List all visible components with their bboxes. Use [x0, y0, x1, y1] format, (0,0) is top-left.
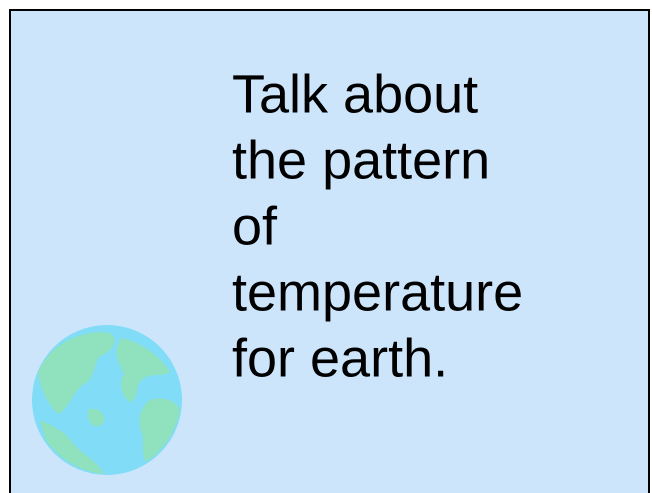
text-line: the pattern [232, 130, 490, 190]
text-line: of [232, 196, 278, 256]
text-line: for earth. [232, 328, 448, 388]
text-line: Talk about [232, 64, 478, 124]
page: {"slide": {"text_lines": ["Talk about", … [0, 0, 652, 493]
text-line: temperature [232, 262, 523, 322]
earth-icon [32, 325, 182, 475]
slide: Talk aboutthe patternoftemperaturefor ea… [0, 0, 652, 493]
